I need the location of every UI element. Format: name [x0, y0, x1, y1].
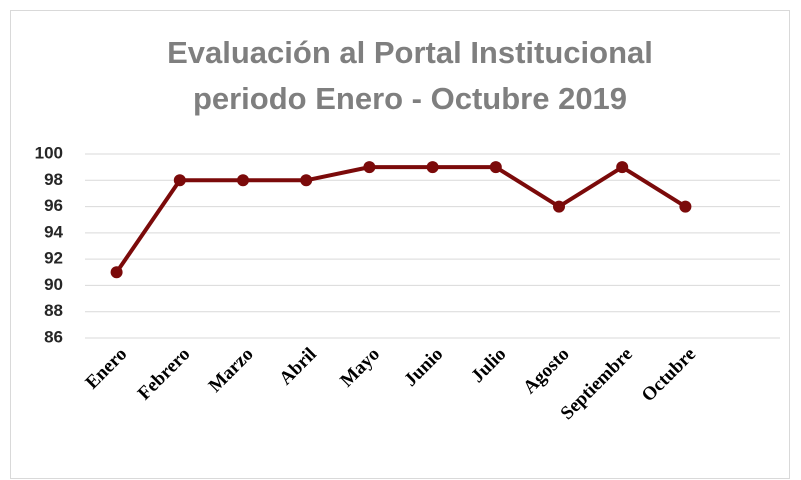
y-tick-label: 88	[44, 301, 63, 320]
y-tick-label: 96	[44, 196, 63, 215]
y-tick-label: 92	[44, 249, 63, 268]
y-tick-label: 100	[35, 143, 63, 162]
point	[173, 174, 186, 187]
chart-border	[10, 10, 790, 479]
point	[363, 161, 376, 174]
y-tick-label: 90	[44, 275, 63, 294]
point	[110, 266, 123, 279]
y-tick-label: 86	[44, 327, 63, 346]
chart-title: Evaluación al Portal Institucional	[167, 35, 653, 70]
point	[300, 174, 313, 187]
y-tick-label: 98	[44, 170, 63, 189]
y-tick-label: 94	[44, 222, 63, 241]
point	[426, 161, 439, 174]
point	[489, 161, 502, 174]
point	[553, 200, 565, 213]
point	[237, 174, 249, 187]
line	[114, 165, 687, 274]
point	[679, 200, 692, 213]
point	[616, 161, 629, 174]
chart-title: periodo Enero - Octubre 2019	[193, 81, 627, 116]
